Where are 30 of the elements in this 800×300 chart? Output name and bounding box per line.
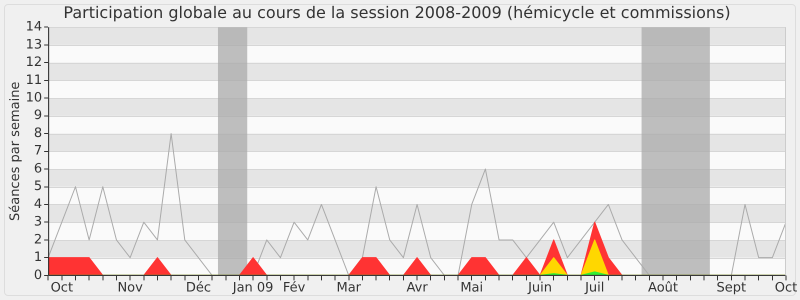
y-tick-label: 2 bbox=[34, 232, 42, 248]
x-tick-label: Juil bbox=[584, 280, 604, 296]
y-tick-label: 14 bbox=[26, 20, 42, 35]
y-axis-title: Séances par semaine bbox=[8, 82, 24, 222]
x-tick-label: Sept bbox=[716, 280, 746, 296]
y-tick-label: 4 bbox=[34, 196, 42, 212]
y-tick-label: 0 bbox=[34, 268, 42, 283]
x-tick-label: Jan 09 bbox=[232, 280, 274, 296]
x-tick-label: Mar bbox=[336, 280, 362, 296]
y-tick-label: 10 bbox=[26, 90, 42, 106]
y-tick-label: 7 bbox=[34, 144, 42, 159]
y-tick-label: 3 bbox=[34, 214, 42, 230]
y-tick-label: 6 bbox=[34, 161, 42, 176]
y-tick-label: 11 bbox=[26, 72, 42, 88]
y-tick-label: 8 bbox=[34, 126, 42, 141]
x-tick-label: Août bbox=[648, 280, 678, 296]
x-tick-label: Déc bbox=[186, 280, 212, 296]
x-tick-label: Oct bbox=[50, 280, 74, 296]
y-tick-label: 1 bbox=[34, 250, 42, 266]
y-tick-label: 12 bbox=[26, 55, 42, 70]
chart-title: Participation globale au cours de la session 2008-2009 (hémicycle et commissions) bbox=[63, 2, 731, 22]
x-tick-label: Nov bbox=[117, 280, 144, 296]
x-tick-label: Fév bbox=[282, 280, 306, 296]
y-tick-label: 5 bbox=[34, 179, 42, 194]
x-tick-label: Oct bbox=[774, 280, 798, 296]
x-tick-label: Mai bbox=[460, 280, 484, 296]
y-tick-label: 9 bbox=[34, 108, 42, 124]
x-tick-label: Avr bbox=[406, 280, 428, 296]
x-tick-label: Juin bbox=[527, 280, 552, 296]
y-tick-label: 13 bbox=[26, 37, 42, 52]
